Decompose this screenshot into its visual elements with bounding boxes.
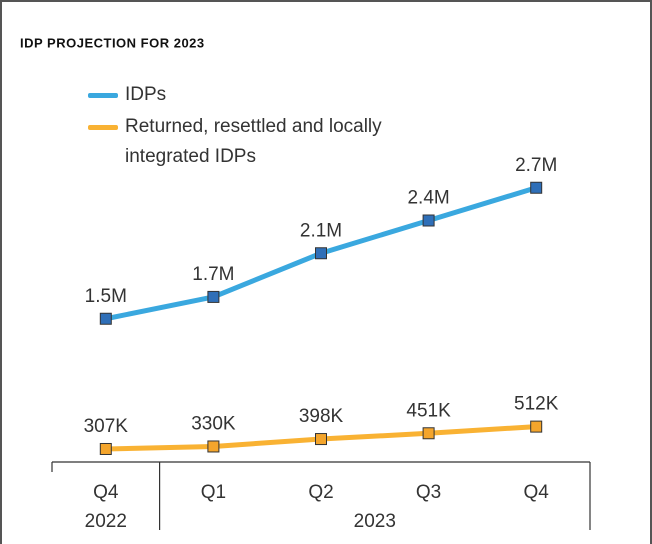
data-label: 1.5M <box>85 286 127 307</box>
data-label: 2.1M <box>300 220 342 241</box>
marker <box>315 247 327 260</box>
marker <box>99 312 112 325</box>
data-label: 2.4M <box>407 188 449 209</box>
marker <box>422 427 435 440</box>
x-tick-label: Q4 <box>93 482 119 503</box>
x-tick-label: Q3 <box>416 482 441 503</box>
marker <box>207 290 220 303</box>
x-tick-label: Q2 <box>308 482 333 503</box>
x-tick-label: Q4 <box>524 482 550 503</box>
legend-swatch <box>88 125 118 130</box>
marker <box>207 440 220 453</box>
marker <box>99 442 112 455</box>
data-label: 307K <box>84 416 129 437</box>
data-label: 330K <box>191 413 236 434</box>
data-label: 1.7M <box>192 264 234 285</box>
group-label: 2023 <box>354 511 396 532</box>
data-label: 398K <box>299 406 344 427</box>
marker <box>530 420 543 433</box>
marker <box>422 214 435 227</box>
legend-item: IDPs <box>88 80 385 110</box>
legend-swatch <box>88 93 118 98</box>
marker <box>315 433 327 446</box>
chart-title: IDP PROJECTION FOR 2023 <box>20 35 205 50</box>
data-label: 2.7M <box>515 155 557 176</box>
data-label: 512K <box>514 394 559 415</box>
legend-item: Returned, resettled and locally integrat… <box>88 112 385 172</box>
legend-label: Returned, resettled and locally integrat… <box>125 116 382 167</box>
x-tick-label: Q1 <box>201 482 226 503</box>
group-label: 2022 <box>85 511 127 532</box>
legend-label: IDPs <box>125 84 167 105</box>
data-label: 451K <box>406 400 451 421</box>
marker <box>530 181 543 194</box>
